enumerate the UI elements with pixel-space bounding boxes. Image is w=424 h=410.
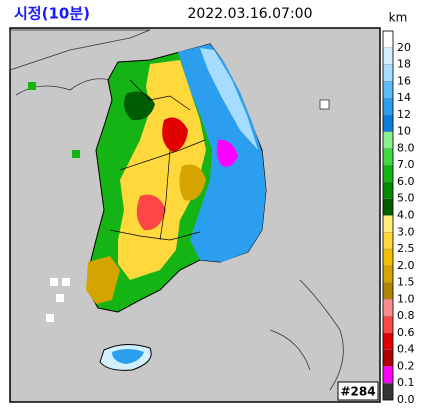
legend-label: 0.8 xyxy=(397,309,415,322)
legend-swatch xyxy=(382,47,394,65)
legend-label: 14 xyxy=(397,91,411,104)
island-point xyxy=(72,150,80,158)
island-point xyxy=(56,294,64,302)
legend-label: 0.6 xyxy=(397,326,415,339)
legend-label: 6.0 xyxy=(397,175,415,188)
low-visibility-zone xyxy=(162,117,188,152)
legend-swatch xyxy=(382,366,394,384)
legend-label: 8.0 xyxy=(397,141,415,154)
east-coast-zone xyxy=(200,48,258,150)
legend-swatch xyxy=(382,265,394,283)
legend-swatch xyxy=(382,315,394,334)
legend-label: 0.4 xyxy=(397,343,415,356)
legend-swatch xyxy=(382,383,394,401)
legend-swatch xyxy=(382,165,394,183)
legend-swatch xyxy=(382,64,394,82)
legend-label: 0.1 xyxy=(397,376,415,389)
legend-label: 1.5 xyxy=(397,276,415,289)
legend-label: 2.5 xyxy=(397,242,415,255)
legend-label: 16 xyxy=(397,74,411,87)
legend-label: 10 xyxy=(397,125,411,138)
low-visibility-zone xyxy=(136,194,166,231)
legend-label: 3.0 xyxy=(397,225,415,238)
badge-box xyxy=(337,381,379,401)
island-point xyxy=(28,82,36,90)
very-low-visibility-zone xyxy=(216,139,238,167)
legend-label: 20 xyxy=(397,41,411,54)
legend-swatch xyxy=(382,215,394,233)
island-point xyxy=(50,278,58,286)
legend-swatch xyxy=(382,332,394,350)
legend-swatch xyxy=(382,248,394,266)
central-haze-zone xyxy=(118,60,206,280)
ulleungdo xyxy=(319,99,330,110)
map-title: 시정(10분) xyxy=(14,5,90,23)
legend-swatch xyxy=(382,349,394,367)
badge: #284 xyxy=(340,385,375,399)
map: #284 xyxy=(9,27,381,403)
southwest-haze-zone xyxy=(86,256,120,304)
legend-label: 4.0 xyxy=(397,209,415,222)
legend-swatch xyxy=(382,30,394,48)
legend-swatch xyxy=(382,282,394,300)
island-point xyxy=(46,314,54,322)
legend-label: 18 xyxy=(397,58,411,71)
legend-label: 12 xyxy=(397,108,411,121)
north-coastline xyxy=(9,29,151,71)
legend: 20 18 16 14 12 10 8.0 7.0 6.0 5.0 4.0 3.0 2.5 2.0 1.5 1… xyxy=(382,30,415,406)
legend-swatch xyxy=(382,131,394,149)
legend-label: 1.0 xyxy=(397,292,415,305)
island-point xyxy=(62,278,70,286)
legend-label: 0.2 xyxy=(397,359,415,372)
unit: km xyxy=(389,11,408,25)
legend-frame xyxy=(382,30,394,401)
legend-swatch xyxy=(382,181,394,199)
datetime: 2022.03.16.07:00 xyxy=(188,6,313,22)
legend-swatch xyxy=(382,232,394,250)
japan-coastline xyxy=(269,279,344,391)
province-borders xyxy=(109,79,206,241)
legend-swatch xyxy=(382,114,394,132)
legend-label: 0.0 xyxy=(397,393,415,406)
haze-zone xyxy=(179,164,206,201)
legend-label: 7.0 xyxy=(397,158,415,171)
legend-label: 5.0 xyxy=(397,192,415,205)
legend-label: 2.0 xyxy=(397,259,415,272)
legend-swatch xyxy=(382,148,394,166)
legend-swatch xyxy=(382,97,394,116)
legend-swatch xyxy=(382,299,394,317)
seoul-zone xyxy=(124,91,155,121)
jeju-zone xyxy=(112,349,144,364)
legend-swatch xyxy=(382,81,394,99)
legend-swatch xyxy=(382,198,394,216)
